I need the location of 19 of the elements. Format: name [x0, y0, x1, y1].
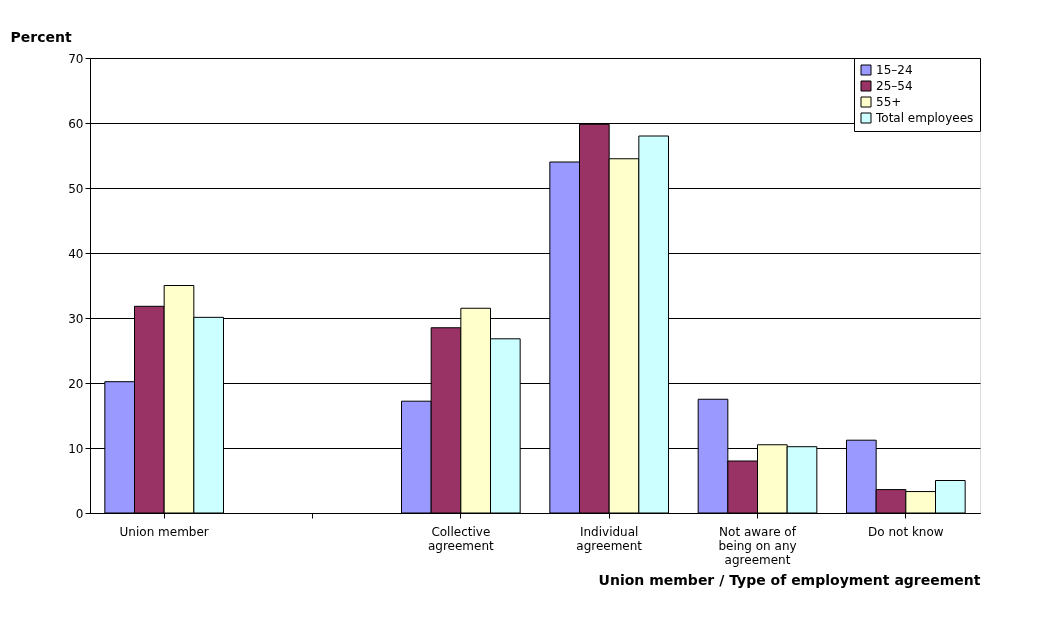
x-tick-label: Union member: [119, 524, 209, 539]
y-tick-label: 40: [68, 246, 84, 261]
x-tick-label: Collective agreement: [427, 524, 495, 553]
y-tick-label: 20: [68, 376, 84, 391]
legend-label: 25–54: [876, 79, 913, 93]
y-axis-title: Percent: [10, 28, 72, 45]
x-tick-label: Do not know: [868, 524, 944, 539]
y-tick-label: 70: [68, 51, 84, 66]
legend-label: 15–24: [876, 63, 913, 77]
x-tick-label: Not aware of being on any agreement: [718, 524, 797, 567]
y-tick-label: 30: [68, 311, 84, 326]
y-tick-label: 10: [68, 441, 84, 456]
y-tick-label: 0: [75, 506, 84, 521]
legend-label: 55+: [876, 95, 902, 109]
y-tick-label: 60: [68, 116, 84, 131]
x-axis-title: Union member / Type of employment agreement: [598, 571, 981, 588]
x-tick-label: Individual agreement: [576, 524, 643, 553]
y-tick-label: 50: [68, 181, 84, 196]
legend-label: Total employees: [875, 111, 974, 125]
